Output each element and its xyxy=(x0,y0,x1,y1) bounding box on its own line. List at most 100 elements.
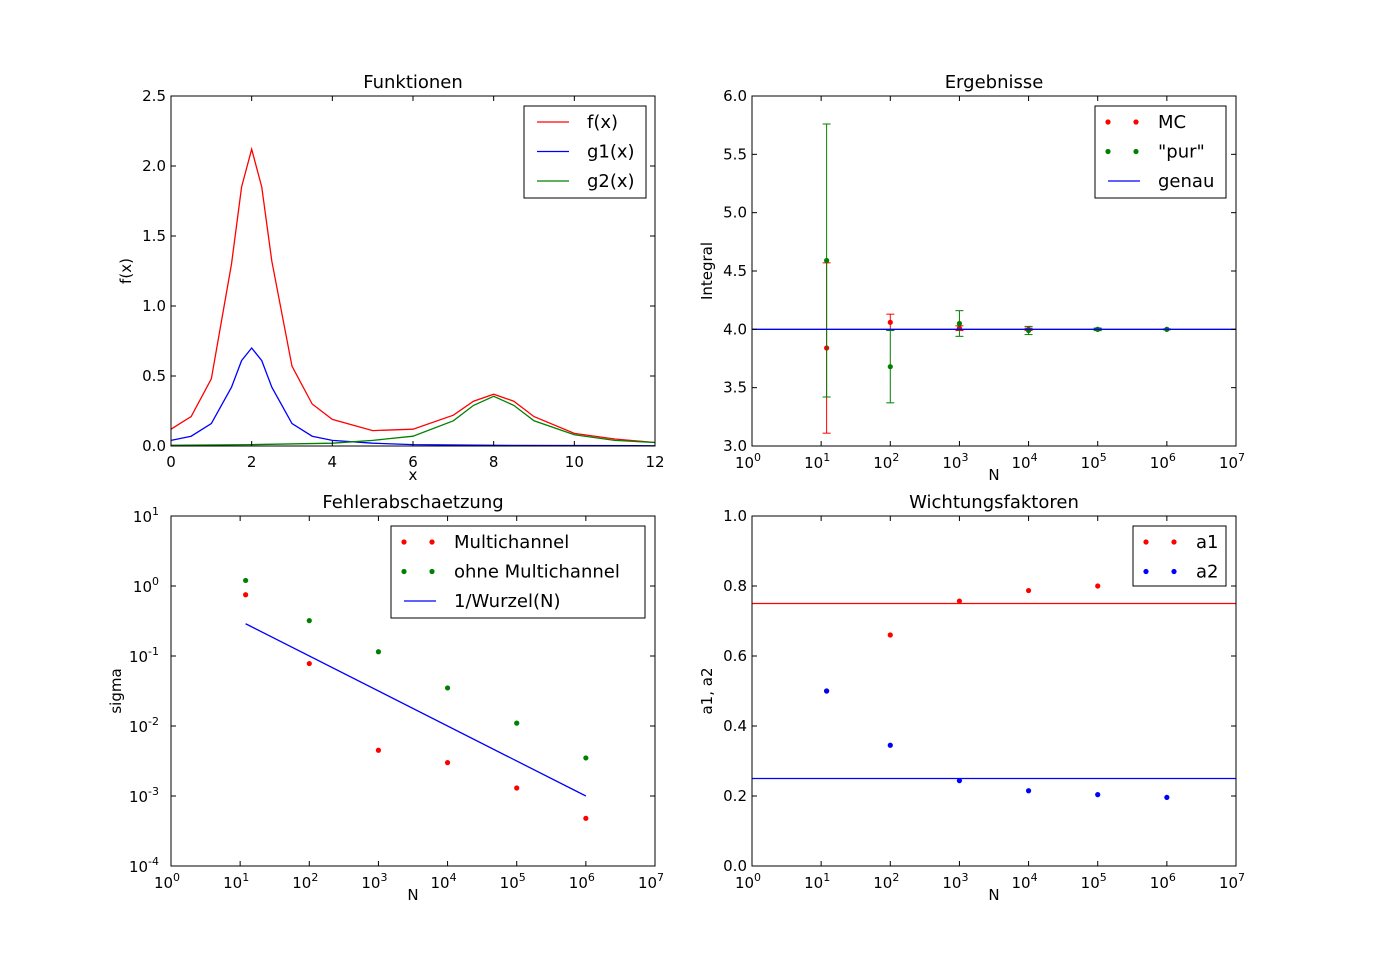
y-tick-label: 101 xyxy=(133,505,159,526)
data-point xyxy=(514,785,520,791)
x-tick-label: 107 xyxy=(1219,451,1245,472)
x-tick-exponent: 5 xyxy=(1100,871,1107,884)
x-tick-label: 104 xyxy=(1012,871,1038,892)
x-tick-exponent: 1 xyxy=(823,451,830,464)
series-line-1 xyxy=(171,346,655,446)
y-tick-label: 3.0 xyxy=(723,437,747,455)
data-point xyxy=(1164,794,1170,801)
y-axis-label: a1, a2 xyxy=(698,667,716,714)
legend-entry-label: a1 xyxy=(1196,532,1218,553)
y-tick-label: 10-2 xyxy=(129,715,159,736)
data-point xyxy=(583,815,589,821)
chart-panel-3: 100 101 102 103 104 105 106 1070.00.20.40.60.81… xyxy=(698,492,1245,904)
x-tick-label: 101 xyxy=(804,451,830,472)
data-point xyxy=(1025,788,1032,794)
x-tick-label: 105 xyxy=(1081,871,1107,892)
x-tick-exponent: 2 xyxy=(892,871,899,884)
x-tick-label: 100 xyxy=(154,871,180,892)
x-tick-exponent: 4 xyxy=(1031,871,1038,884)
legend-entry-label: g2(x) xyxy=(587,171,635,192)
y-tick-label: 4.0 xyxy=(723,320,747,338)
legend-marker xyxy=(1133,148,1139,155)
legend-marker xyxy=(1105,119,1111,125)
chart-title: Funktionen xyxy=(363,72,463,93)
y-tick-label: 0.0 xyxy=(142,437,166,455)
y-tick-label: 2.0 xyxy=(142,157,166,175)
x-tick-label: 106 xyxy=(569,871,595,892)
y-axis-label: sigma xyxy=(107,668,125,713)
y-tick-label: 0.0 xyxy=(723,857,747,875)
legend-marker xyxy=(1143,568,1149,575)
x-tick-label: 0 xyxy=(166,453,176,471)
y-tick-label: 6.0 xyxy=(723,87,747,105)
legend-entry-label: 1/Wurzel(N) xyxy=(454,591,561,612)
x-tick-label: 101 xyxy=(804,871,830,892)
data-point xyxy=(306,618,312,624)
y-axis-label: Integral xyxy=(698,242,716,300)
legend-marker xyxy=(1105,148,1111,155)
data-point xyxy=(514,720,520,726)
x-tick-label: 103 xyxy=(361,871,387,892)
data-point xyxy=(243,592,249,598)
x-tick-exponent: 0 xyxy=(754,451,761,464)
x-tick-exponent: 7 xyxy=(1238,871,1245,884)
data-point xyxy=(824,257,830,264)
x-tick-label: 4 xyxy=(328,453,338,471)
legend-entry-label: f(x) xyxy=(587,112,618,133)
plot-frame xyxy=(751,515,1237,867)
x-tick-label: 10 xyxy=(565,453,584,471)
x-tick-label: 104 xyxy=(431,871,457,892)
data-point xyxy=(956,778,963,784)
x-tick-exponent: 7 xyxy=(657,871,664,884)
x-tick-label: 8 xyxy=(489,453,499,471)
data-point xyxy=(583,755,589,761)
y-tick-label: 1.0 xyxy=(723,507,747,525)
chart-title: Ergebnisse xyxy=(945,72,1044,93)
y-tick-exponent: 0 xyxy=(152,575,159,588)
x-tick-label: 107 xyxy=(1219,871,1245,892)
x-tick-exponent: 4 xyxy=(1031,451,1038,464)
y-tick-label: 0.5 xyxy=(142,367,166,385)
data-point xyxy=(444,760,451,766)
legend-marker xyxy=(429,539,435,545)
y-tick-label: 5.0 xyxy=(723,204,747,222)
data-point xyxy=(375,747,382,753)
data-point xyxy=(956,598,963,604)
legend-entry-label: g1(x) xyxy=(587,142,635,163)
chart-title: Wichtungsfaktoren xyxy=(909,492,1079,513)
x-tick-label: 6 xyxy=(408,453,418,471)
y-tick-exponent: -1 xyxy=(148,645,159,658)
y-tick-label: 10-1 xyxy=(129,645,159,666)
x-tick-exponent: 0 xyxy=(754,871,761,884)
legend-entry-label: a2 xyxy=(1196,562,1218,583)
chart-title: Fehlerabschaetzung xyxy=(322,492,503,513)
y-tick-label: 4.5 xyxy=(723,262,747,280)
x-tick-exponent: 0 xyxy=(173,871,180,884)
data-point xyxy=(887,364,893,370)
plot-area xyxy=(752,123,1236,434)
x-tick-exponent: 7 xyxy=(1238,451,1245,464)
data-point xyxy=(1095,583,1101,589)
x-tick-label: 105 xyxy=(500,871,526,892)
data-point xyxy=(1095,792,1101,798)
x-tick-label: 104 xyxy=(1012,451,1038,472)
legend-entry-label: Multichannel xyxy=(454,532,569,553)
legend-marker xyxy=(1143,539,1149,545)
x-tick-exponent: 6 xyxy=(1169,451,1176,464)
x-tick-label: 12 xyxy=(645,453,664,471)
x-tick-exponent: 3 xyxy=(380,871,387,884)
x-tick-exponent: 5 xyxy=(519,871,526,884)
legend-entry-label: "pur" xyxy=(1158,142,1205,163)
y-tick-exponent: -2 xyxy=(148,715,159,728)
chart-panel-2: 100 101 102 103 104 105 106 10710-410-310-210-1… xyxy=(107,492,664,904)
x-tick-exponent: 4 xyxy=(450,871,457,884)
legend-box xyxy=(1094,105,1227,199)
x-tick-exponent: 3 xyxy=(961,451,968,464)
legend-marker xyxy=(401,568,407,575)
x-tick-label: 102 xyxy=(292,871,318,892)
x-tick-label: 101 xyxy=(223,871,249,892)
data-point xyxy=(824,688,830,694)
legend: MC "pur" genau xyxy=(1094,105,1227,199)
